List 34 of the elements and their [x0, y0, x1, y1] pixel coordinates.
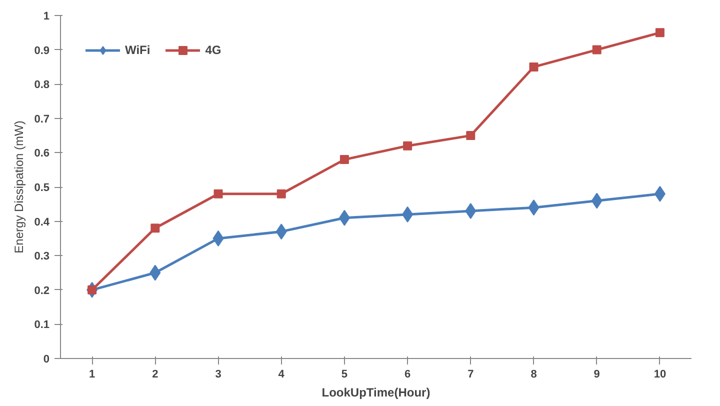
y-tick-label: 0.3 — [34, 250, 50, 263]
x-tick-label: 3 — [215, 368, 222, 380]
x-tick-label: 8 — [530, 368, 537, 380]
point — [529, 62, 538, 72]
y-tick-label: 0.5 — [34, 182, 50, 194]
point — [403, 141, 412, 150]
y-tick-label: 1 — [43, 10, 50, 22]
x-tick-label: 6 — [404, 368, 411, 380]
point — [655, 28, 664, 38]
point — [276, 189, 286, 198]
y-tick-label: 0.6 — [34, 148, 50, 160]
y-tick-label: 0.4 — [34, 216, 50, 228]
x-tick-label: 1 — [88, 368, 96, 380]
legend-label: 4G — [205, 43, 222, 57]
x-tick-label: 5 — [341, 368, 348, 380]
x-tick-label: 10 — [654, 368, 666, 380]
point — [150, 224, 160, 233]
y-tick-label: 0.2 — [34, 284, 50, 297]
x-tick-label: 9 — [594, 368, 600, 380]
y-tick-label: 0.1 — [34, 319, 50, 332]
point — [214, 189, 223, 198]
point — [340, 155, 349, 164]
point — [466, 131, 476, 140]
legend-label: WiFi — [125, 43, 150, 57]
y-tick-label: 0 — [43, 354, 50, 366]
point — [592, 45, 602, 54]
x-axis-title: LookUpTime(Hour) — [322, 386, 430, 400]
y-tick-label: 0.8 — [34, 79, 50, 92]
y-tick-label: 0.7 — [34, 113, 50, 126]
y-axis-title: Energy Dissipation (mW) — [12, 120, 26, 254]
x-tick-label: 2 — [152, 368, 158, 380]
x-tick-label: 7 — [468, 368, 474, 380]
y-tick-label: 0.9 — [34, 44, 50, 57]
x-tick-label: 4 — [278, 368, 286, 380]
